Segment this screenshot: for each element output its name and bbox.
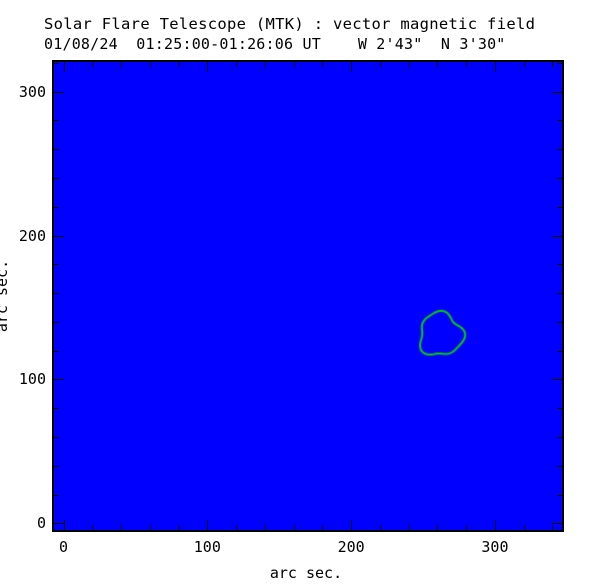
x-tick-bottom (149, 525, 151, 531)
x-tick-top (293, 61, 295, 67)
x-tick-bottom (466, 525, 468, 531)
x-tick-top (379, 61, 381, 67)
y-tick-right (552, 91, 563, 93)
x-tick-bottom (322, 525, 324, 531)
figure-title-block: Solar Flare Telescope (MTK) : vector mag… (44, 14, 584, 54)
x-tick-top (63, 61, 65, 72)
x-tick-bottom (92, 525, 94, 531)
x-tick-bottom (408, 525, 410, 531)
x-tick-label: 200 (337, 538, 365, 556)
x-tick-label: 0 (58, 538, 69, 556)
y-tick-left (53, 437, 59, 439)
y-tick-right (557, 264, 563, 266)
y-tick-left (53, 120, 59, 122)
x-tick-bottom (552, 525, 554, 531)
x-tick-bottom (63, 520, 65, 531)
magnetogram-image (54, 62, 562, 530)
x-tick-bottom (264, 525, 266, 531)
y-tick-right (557, 437, 563, 439)
x-tick-bottom (293, 525, 295, 531)
x-tick-top (149, 61, 151, 67)
x-tick-top (236, 61, 238, 67)
y-tick-label: 100 (18, 370, 46, 389)
y-tick-right (552, 523, 563, 525)
y-tick-right (557, 350, 563, 352)
y-tick-left (53, 91, 64, 93)
y-tick-left (53, 465, 59, 467)
x-tick-top (178, 61, 180, 67)
x-tick-bottom (437, 525, 439, 531)
y-tick-right (557, 149, 563, 151)
y-tick-left (53, 523, 64, 525)
y-tick-label: 300 (18, 82, 46, 101)
x-tick-top (207, 61, 209, 72)
figure-title: Solar Flare Telescope (MTK) : vector mag… (44, 15, 536, 33)
figure-subtitle: 01/08/24 01:25:00-01:26:06 UT W 2'43" N … (44, 35, 506, 53)
y-tick-right (557, 206, 563, 208)
y-tick-left (53, 293, 59, 295)
y-tick-left (53, 408, 59, 410)
x-tick-bottom (351, 520, 353, 531)
x-tick-label: 100 (193, 538, 221, 556)
y-tick-left (53, 264, 59, 266)
y-tick-left (53, 235, 64, 237)
x-tick-top (466, 61, 468, 67)
y-tick-left (53, 149, 59, 151)
x-tick-bottom (178, 525, 180, 531)
x-tick-top (408, 61, 410, 67)
x-tick-top (92, 61, 94, 67)
y-tick-right (557, 465, 563, 467)
y-tick-left (53, 350, 59, 352)
y-tick-left (53, 379, 64, 381)
x-tick-bottom (207, 520, 209, 531)
x-tick-top (494, 61, 496, 72)
y-tick-label: 0 (36, 514, 46, 533)
x-tick-top (264, 61, 266, 67)
x-tick-bottom (121, 525, 123, 531)
y-axis-label: arc sec. (0, 259, 11, 333)
y-tick-right (557, 120, 563, 122)
plot-area (52, 60, 564, 532)
x-tick-top (121, 61, 123, 67)
x-tick-top (351, 61, 353, 72)
x-tick-bottom (494, 520, 496, 531)
y-tick-left (53, 178, 59, 179)
x-tick-bottom (236, 525, 238, 531)
y-tick-label: 200 (18, 226, 46, 245)
y-tick-right (557, 321, 563, 323)
y-tick-left (53, 62, 59, 64)
x-tick-top (523, 61, 525, 67)
y-tick-right (557, 178, 563, 179)
y-tick-right (552, 235, 563, 237)
y-tick-left (53, 494, 59, 496)
y-tick-right (557, 494, 563, 496)
x-tick-bottom (523, 525, 525, 531)
x-tick-top (437, 61, 439, 67)
y-tick-left (53, 206, 59, 208)
y-tick-right (557, 62, 563, 64)
x-tick-top (552, 61, 554, 67)
y-tick-left (53, 321, 59, 323)
y-tick-right (552, 379, 563, 381)
x-tick-top (322, 61, 324, 67)
y-tick-right (557, 293, 563, 295)
y-tick-right (557, 408, 563, 410)
x-axis-label: arc sec. (269, 564, 343, 582)
x-tick-label: 300 (481, 538, 509, 556)
x-tick-bottom (379, 525, 381, 531)
